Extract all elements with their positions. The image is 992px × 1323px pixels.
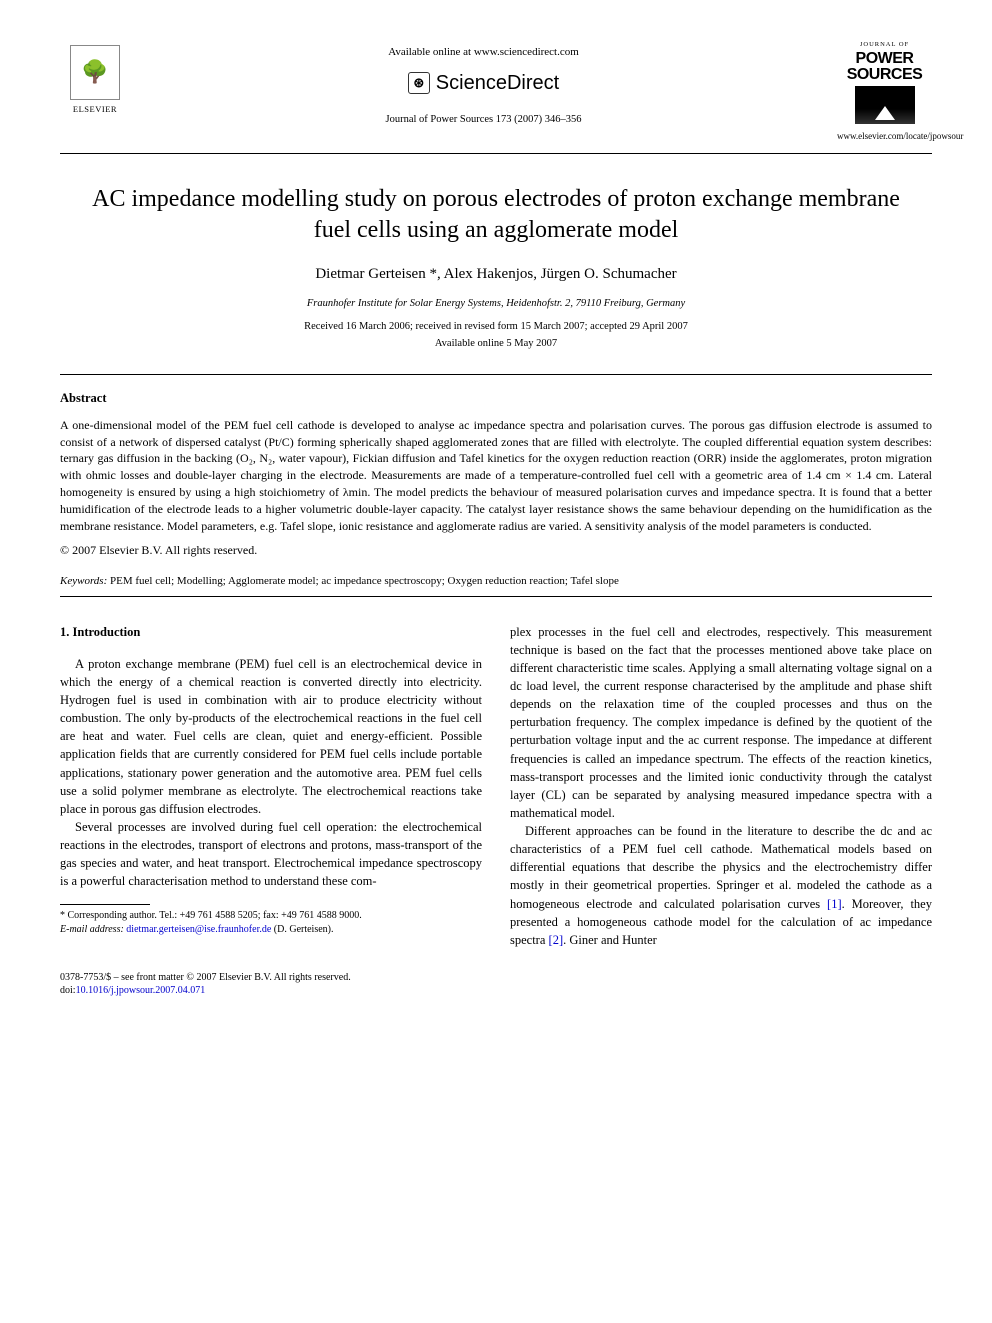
para4-post: . Giner and Hunter	[563, 933, 657, 947]
authors: Dietmar Gerteisen *, Alex Hakenjos, Jürg…	[60, 264, 932, 286]
article-title: AC impedance modelling study on porous e…	[90, 184, 902, 246]
email-link[interactable]: dietmar.gerteisen@ise.fraunhofer.de	[126, 924, 271, 935]
affiliation: Fraunhofer Institute for Solar Energy Sy…	[60, 296, 932, 311]
header-row: 🌳 ELSEVIER Available online at www.scien…	[60, 40, 932, 143]
email-post: (D. Gerteisen).	[271, 924, 333, 935]
journal-logo-main1: POWER	[837, 51, 932, 66]
elsevier-tree-icon: 🌳	[70, 45, 120, 100]
journal-url: www.elsevier.com/locate/jpowsour	[837, 130, 932, 143]
journal-logo-top: JOURNAL OF	[837, 40, 932, 49]
ref-link-2[interactable]: [2]	[549, 933, 564, 947]
pre-abstract-rule	[60, 374, 932, 375]
footnote-rule	[60, 904, 150, 905]
elsevier-logo: 🌳 ELSEVIER	[60, 40, 130, 120]
keywords-label: Keywords:	[60, 575, 107, 587]
paragraph-4: Different approaches can be found in the…	[510, 822, 932, 949]
sciencedirect-row: ⊛ ScienceDirect	[130, 69, 837, 98]
dates-available: Available online 5 May 2007	[60, 336, 932, 351]
abstract-body: A one-dimensional model of the PEM fuel …	[60, 417, 932, 535]
journal-logo: JOURNAL OF POWER SOURCES www.elsevier.co…	[837, 40, 932, 143]
paragraph-1: A proton exchange membrane (PEM) fuel ce…	[60, 655, 482, 818]
footer-front-matter: 0378-7753/$ – see front matter © 2007 El…	[60, 971, 932, 985]
header-rule	[60, 153, 932, 154]
body-two-column: 1. Introduction A proton exchange membra…	[60, 623, 932, 949]
keywords-line: Keywords: PEM fuel cell; Modelling; Aggl…	[60, 574, 932, 590]
abstract-heading: Abstract	[60, 389, 932, 407]
journal-logo-main2: SOURCES	[837, 67, 932, 82]
paragraph-3: plex processes in the fuel cell and elec…	[510, 623, 932, 822]
paragraph-2: Several processes are involved during fu…	[60, 818, 482, 891]
doi-link[interactable]: 10.1016/j.jpowsour.2007.04.071	[76, 985, 206, 996]
section-1-heading: 1. Introduction	[60, 623, 482, 641]
corresponding-author-footnote: * Corresponding author. Tel.: +49 761 45…	[60, 909, 482, 923]
post-keywords-rule	[60, 596, 932, 597]
footer-doi-line: doi:10.1016/j.jpowsour.2007.04.071	[60, 984, 932, 998]
journal-citation: Journal of Power Sources 173 (2007) 346–…	[130, 112, 837, 127]
sciencedirect-text: ScienceDirect	[436, 69, 559, 98]
sciencedirect-icon: ⊛	[408, 72, 430, 94]
journal-logo-icon	[855, 86, 915, 124]
center-header: Available online at www.sciencedirect.co…	[130, 40, 837, 127]
ref-link-1[interactable]: [1]	[827, 897, 842, 911]
dates-received: Received 16 March 2006; received in revi…	[60, 319, 932, 334]
elsevier-label: ELSEVIER	[73, 103, 117, 115]
available-online-text: Available online at www.sciencedirect.co…	[130, 45, 837, 61]
email-label: E-mail address:	[60, 924, 126, 935]
email-footnote: E-mail address: dietmar.gerteisen@ise.fr…	[60, 923, 482, 937]
abstract-copyright: © 2007 Elsevier B.V. All rights reserved…	[60, 542, 932, 559]
keywords-text: PEM fuel cell; Modelling; Agglomerate mo…	[107, 575, 619, 587]
doi-prefix: doi:	[60, 985, 76, 996]
footer-block: 0378-7753/$ – see front matter © 2007 El…	[60, 971, 932, 998]
